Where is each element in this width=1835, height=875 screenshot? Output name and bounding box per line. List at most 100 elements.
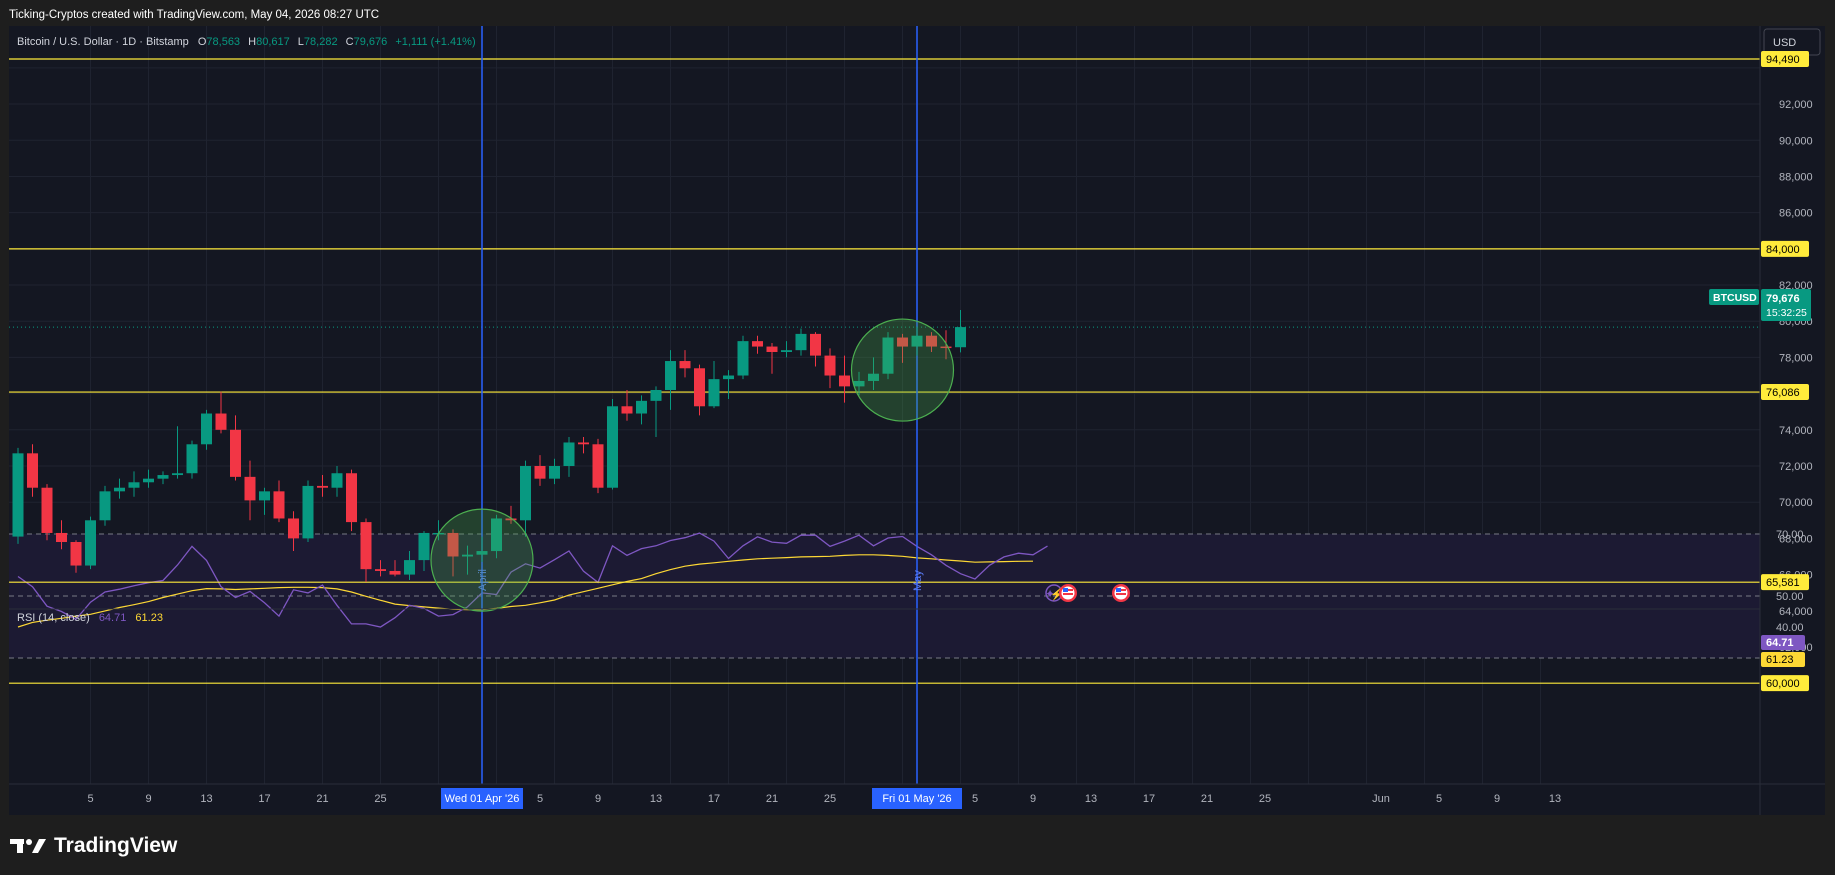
candle-body xyxy=(201,413,212,445)
candle-body xyxy=(360,522,372,570)
candle-body xyxy=(665,361,676,390)
rsi-value-tag: 64.71 xyxy=(1766,637,1794,649)
vertical-markers[interactable]: April May xyxy=(477,26,924,784)
legend-close: 79,676 xyxy=(354,36,388,48)
price-tick: 90,000 xyxy=(1779,135,1813,147)
horizontal-levels[interactable] xyxy=(9,58,1760,684)
level-price-tag xyxy=(1761,51,1809,67)
candle-body xyxy=(56,532,67,543)
price-tick: 88,000 xyxy=(1779,171,1813,183)
time-tick: 17 xyxy=(258,793,270,805)
candle-body xyxy=(404,560,415,575)
price-axis[interactable]: 92,00090,00088,00086,00082,00080,00078,0… xyxy=(1779,99,1813,654)
vertical-line-label: May xyxy=(912,570,924,591)
candle-body xyxy=(27,453,38,488)
candle-body xyxy=(447,532,459,557)
candle-body xyxy=(795,333,807,351)
candle-body xyxy=(853,380,865,387)
price-tick: 86,000 xyxy=(1779,208,1813,220)
rsi-pane xyxy=(9,532,1760,659)
candle-body xyxy=(679,361,691,369)
event-markers[interactable]: ✦ ⚡ xyxy=(1045,584,1130,602)
time-highlight-box xyxy=(872,788,962,809)
time-tick: 25 xyxy=(824,793,836,805)
us-flag-event-icon[interactable] xyxy=(1112,584,1130,602)
time-tick: 9 xyxy=(145,793,151,805)
candle-body xyxy=(592,444,604,488)
candle-body xyxy=(824,355,836,376)
time-tick: 9 xyxy=(595,793,601,805)
candle-body xyxy=(143,478,154,483)
level-price-label: 60,000 xyxy=(1766,678,1800,690)
level-price-label: 84,000 xyxy=(1766,244,1800,256)
rsi-tick: 40.00 xyxy=(1776,622,1804,634)
chart-frame[interactable]: April May ✦ ⚡ xyxy=(9,26,1825,815)
legend-open: 78,563 xyxy=(206,36,240,48)
tradingview-logo-text: TradingView xyxy=(54,834,178,857)
time-tick: 17 xyxy=(708,793,720,805)
candle-body xyxy=(708,379,720,407)
candle-body xyxy=(549,466,560,479)
candle-body xyxy=(389,570,401,575)
candle-body xyxy=(12,453,24,537)
candle-body xyxy=(302,485,314,539)
candle-body xyxy=(563,442,575,467)
rsi-tags: 64.71 61.23 xyxy=(1761,635,1805,667)
candle-body xyxy=(476,551,488,555)
candle-body xyxy=(186,444,198,474)
time-highlight-label: Fri 01 May '26 xyxy=(882,793,951,805)
highlight-circles[interactable] xyxy=(430,318,955,612)
level-price-tag xyxy=(1761,574,1809,591)
highlight-circle xyxy=(430,508,534,612)
legend: Bitcoin / U.S. Dollar · 1D · Bitstamp O7… xyxy=(17,36,476,48)
svg-text:USD[interactable]: USD xyxy=(1773,37,1796,49)
candle-body xyxy=(259,491,270,501)
tradingview-logo[interactable]: TradingView xyxy=(10,834,177,858)
candle-body xyxy=(868,373,879,381)
time-tick: 13 xyxy=(1549,793,1561,805)
vertical-line-label: April xyxy=(477,569,489,591)
candle-body xyxy=(491,518,502,552)
time-tick: 21 xyxy=(766,793,778,805)
time-axis[interactable]: 5 9 13 17 21 25 5 9 13 17 21 25 5 9 13 17 21 25 Jun 5 9 13 Wed… xyxy=(87,788,1561,809)
time-tick: 9 xyxy=(1494,793,1500,805)
candle-body xyxy=(375,569,386,571)
rsi-legend: RSI (14, close) 64.71 61.23 xyxy=(17,612,163,624)
svg-text:✦: ✦ xyxy=(1045,587,1055,601)
price-tick: 72,000 xyxy=(1779,461,1813,473)
price-tags: 94,490 84,000 76,086 65,581 60,000 xyxy=(1761,51,1809,692)
candle-body xyxy=(650,389,662,401)
time-tick: 13 xyxy=(1085,793,1097,805)
candle-body xyxy=(157,475,169,479)
candle-body xyxy=(781,350,792,352)
time-highlight-label: Wed 01 Apr '26 xyxy=(445,793,520,805)
candle-body xyxy=(911,335,923,347)
rsi-tick: 70.00 xyxy=(1776,529,1804,541)
ticker-countdown: 15:32:25 xyxy=(1766,307,1807,319)
legend-low: 78,282 xyxy=(304,36,338,48)
candle-body xyxy=(85,520,96,566)
price-tick: 64,000 xyxy=(1779,606,1813,618)
legend-symbol: Bitcoin / U.S. Dollar · 1D · Bitstamp xyxy=(17,36,189,48)
level-price-label: 76,086 xyxy=(1766,387,1800,399)
level-price-label: 94,490 xyxy=(1766,54,1800,66)
us-flag-event-icon[interactable] xyxy=(1059,584,1077,602)
price-tick: 68,000 xyxy=(1779,533,1813,545)
time-highlight-box xyxy=(441,788,523,809)
time-tick: 9 xyxy=(1030,793,1036,805)
candle-body xyxy=(317,485,328,488)
chart-svg[interactable]: April May ✦ ⚡ xyxy=(9,26,1825,815)
candle-body xyxy=(578,442,589,445)
candle-body xyxy=(114,487,125,492)
candle-body xyxy=(244,476,256,501)
time-tick: 13 xyxy=(200,793,212,805)
rsi-ma-value: 61.23 xyxy=(135,612,163,624)
level-price-label: 65,581 xyxy=(1766,577,1800,589)
time-tick: 21 xyxy=(316,793,328,805)
time-tick: 13 xyxy=(650,793,662,805)
tradingview-logo-icon xyxy=(10,839,46,853)
level-price-tag xyxy=(1761,384,1809,401)
ticker-name: BTCUSD xyxy=(1713,292,1757,304)
level-price-tag xyxy=(1761,675,1809,692)
rsi-tick: 50.00 xyxy=(1776,591,1804,603)
